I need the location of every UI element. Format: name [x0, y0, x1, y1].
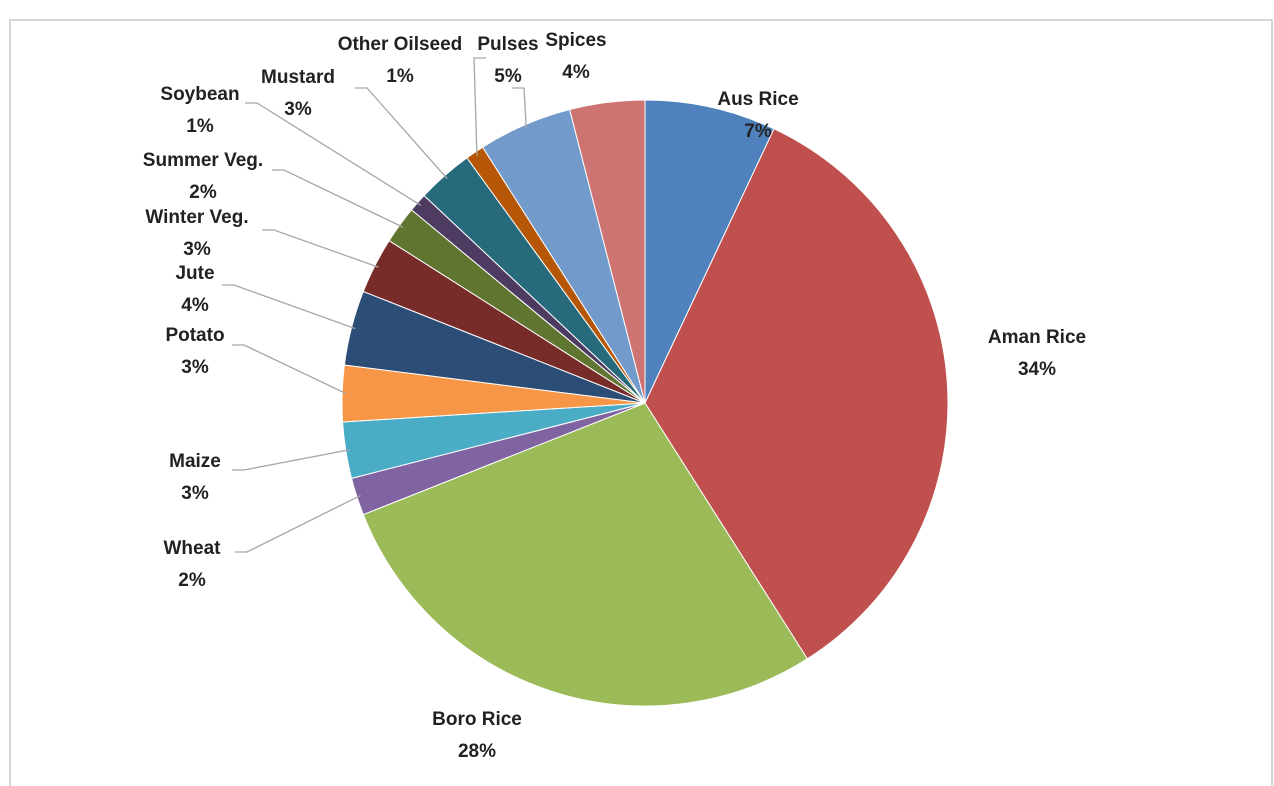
category-label: Aman Rice: [988, 327, 1086, 348]
category-label: Maize: [169, 451, 221, 472]
leader-line: [232, 344, 347, 395]
category-label: Wheat: [164, 538, 222, 559]
pie-slice: [569, 99, 646, 404]
category-label: Boro Rice: [432, 709, 522, 730]
leader-line: [222, 284, 356, 330]
pie-slice: [644, 128, 949, 660]
value-label: 5%: [494, 66, 522, 87]
leader-line: [272, 169, 404, 228]
category-label: Pulses: [477, 34, 538, 55]
value-label: 4%: [181, 295, 209, 316]
category-label: Summer Veg.: [143, 150, 263, 171]
value-label: 1%: [386, 66, 414, 87]
category-label: Mustard: [261, 67, 335, 88]
value-label: 2%: [178, 570, 206, 591]
value-label: 28%: [458, 741, 496, 762]
value-label: 3%: [181, 483, 209, 504]
category-label: Spices: [545, 30, 606, 51]
value-label: 34%: [1018, 359, 1056, 380]
value-label: 3%: [181, 357, 209, 378]
value-label: 7%: [744, 121, 772, 142]
leader-line: [512, 87, 527, 129]
category-label: Soybean: [160, 84, 239, 105]
value-label: 3%: [183, 239, 211, 260]
value-label: 3%: [284, 99, 312, 120]
category-label: Potato: [165, 325, 224, 346]
leader-line: [355, 87, 448, 180]
chart-frame: [9, 19, 1273, 786]
value-label: 1%: [186, 116, 214, 137]
leader-line: [245, 102, 422, 206]
pie-slice: [362, 402, 809, 707]
category-label: Jute: [175, 263, 214, 284]
pie-slice: [644, 99, 775, 404]
leader-line: [235, 494, 361, 553]
category-label: Other Oilseed: [338, 34, 463, 55]
leader-line: [473, 57, 486, 156]
value-label: 2%: [189, 182, 217, 203]
value-label: 4%: [562, 62, 590, 83]
category-label: Winter Veg.: [145, 207, 248, 228]
category-label: Aus Rice: [717, 89, 798, 110]
leader-line: [232, 449, 350, 471]
leader-line: [262, 229, 379, 268]
